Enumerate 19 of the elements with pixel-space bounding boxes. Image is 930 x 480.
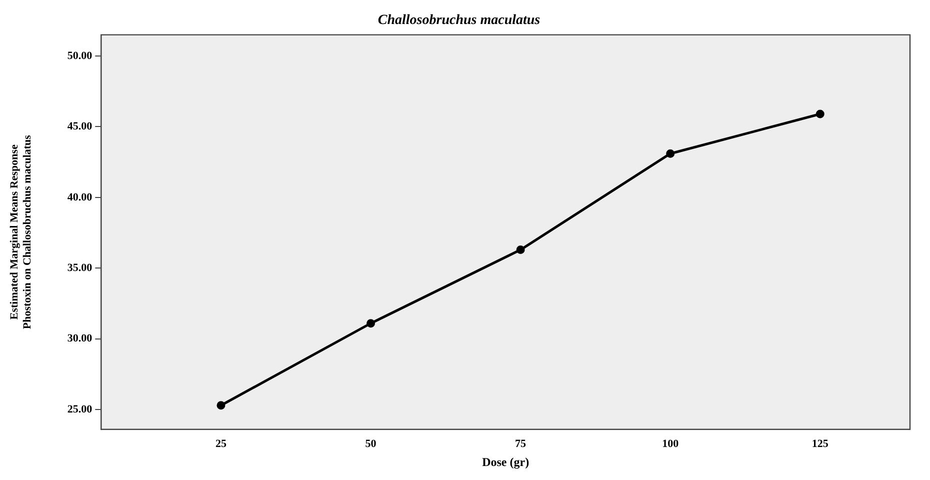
- point: [666, 149, 675, 158]
- y-tick-label: 30.00: [67, 332, 93, 345]
- y-tick-label: 25.00: [67, 403, 93, 416]
- chart-title: Challosobruchus maculatus: [378, 13, 541, 28]
- y-tick-label: 35.00: [67, 262, 93, 274]
- y-tick-label: 40.00: [67, 191, 93, 204]
- x-tick-label: 25: [215, 438, 227, 450]
- y-tick-label: 50.00: [67, 50, 93, 62]
- y-axis-title: Estimated Marginal Means Response Phostoxin on Challosobruchus maculatus: [8, 134, 34, 330]
- x-tick-label: 50: [365, 438, 377, 450]
- x-tick-label: 125: [812, 438, 829, 450]
- x-tick-label: 75: [515, 438, 527, 450]
- point: [216, 401, 226, 410]
- y-tick-label: 45.00: [67, 120, 93, 133]
- x-axis-title: Dose (gr): [482, 454, 530, 469]
- point: [816, 110, 824, 118]
- point: [366, 319, 376, 328]
- point: [516, 246, 525, 254]
- x-tick-label: 100: [662, 438, 680, 450]
